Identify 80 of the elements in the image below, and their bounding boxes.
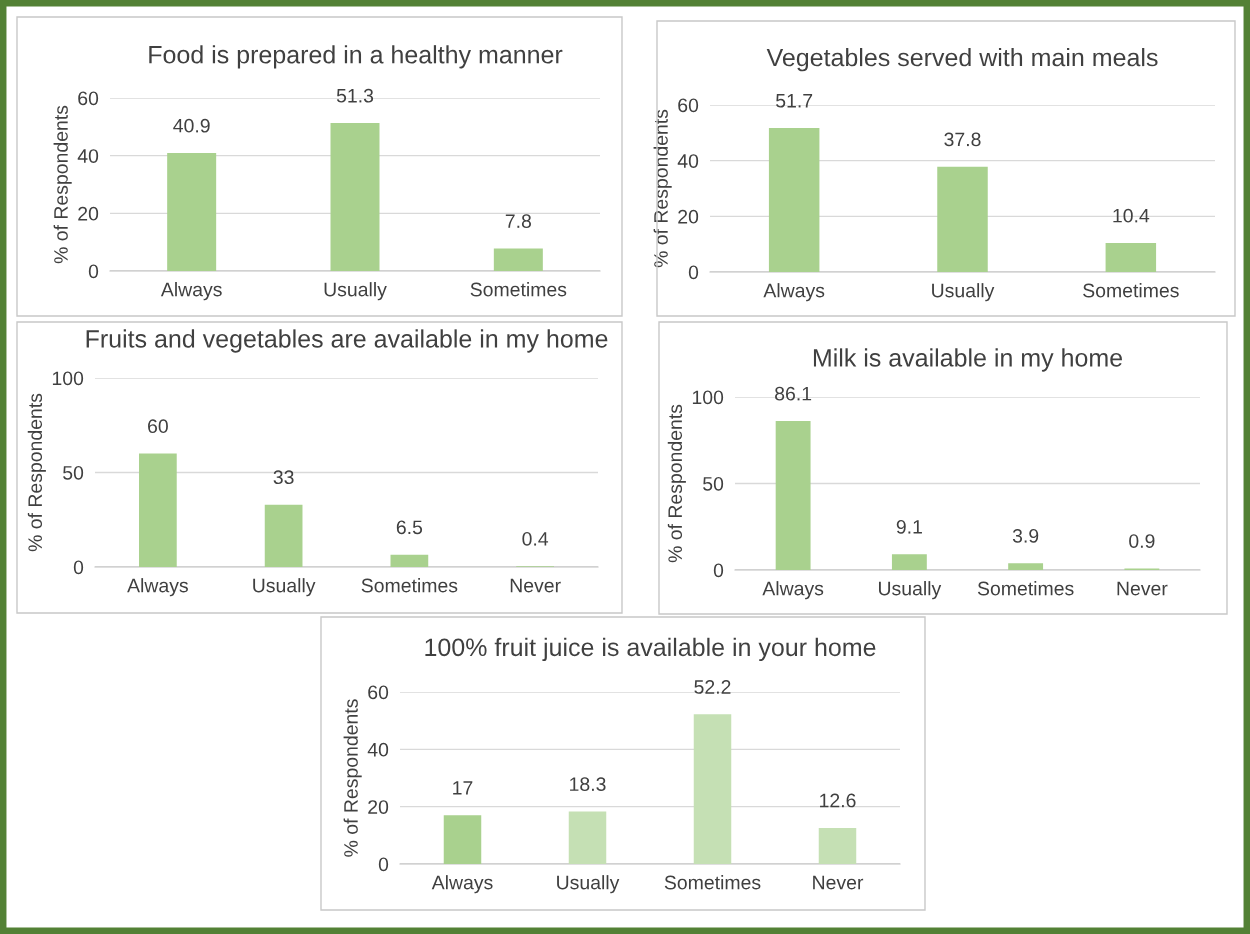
- data-label: 9.1: [896, 519, 922, 534]
- chart-title: Milk is available in my home: [813, 348, 1123, 372]
- bar: [1105, 243, 1157, 272]
- chart-title: Fruits and vegetables are available in my home: [86, 329, 608, 353]
- data-label: 0.9: [1129, 534, 1155, 548]
- bar: [1008, 563, 1044, 570]
- bar: [139, 453, 177, 567]
- bar: [937, 166, 988, 272]
- y-tick-label: 60: [368, 685, 389, 700]
- bar: [568, 811, 607, 864]
- x-tick-label: Always: [431, 875, 493, 894]
- x-tick-label: Always: [127, 578, 188, 597]
- data-label: 3.9: [1012, 528, 1039, 543]
- x-tick-label: Always: [160, 282, 222, 301]
- data-label: 18.3: [570, 777, 606, 792]
- bar: [167, 153, 217, 271]
- data-label: 37.8: [944, 132, 981, 147]
- y-tick-label: 20: [78, 206, 99, 221]
- x-tick-label: Sometimes: [1083, 283, 1179, 298]
- bar: [775, 421, 811, 570]
- data-label: 10.4: [1113, 208, 1150, 223]
- x-tick-label: Always: [763, 283, 825, 302]
- y-tick-label: 40: [367, 742, 389, 757]
- data-label: 40.9: [173, 118, 210, 133]
- y-tick-label: 100: [52, 371, 84, 386]
- y-axis-title: % of Respondents: [53, 105, 72, 264]
- y-axis-title: % of Respondents: [653, 109, 672, 268]
- y-axis-title: % of Respondents: [343, 699, 362, 857]
- x-tick-label: Usually: [879, 581, 942, 600]
- x-tick-label: Never: [813, 875, 864, 890]
- y-tick-label: 20: [368, 800, 389, 814]
- y-tick-label: 0: [73, 560, 84, 575]
- x-tick-label: Usually: [253, 578, 316, 597]
- y-tick-label: 50: [63, 465, 84, 480]
- data-label: 86.1: [775, 386, 812, 401]
- x-tick-label: Sometimes: [664, 875, 761, 890]
- data-label: 60: [148, 419, 168, 434]
- bar: [891, 554, 927, 570]
- y-tick-label: 0: [688, 265, 699, 280]
- bar: [443, 815, 482, 864]
- data-label: 33: [273, 470, 294, 485]
- data-label: 7.8: [505, 214, 531, 228]
- bar: [264, 504, 303, 567]
- bar: [390, 554, 429, 567]
- bar: [693, 714, 732, 864]
- y-tick-label: 0: [378, 857, 389, 872]
- bar: [768, 128, 820, 272]
- y-tick-label: 0: [713, 563, 724, 578]
- x-tick-label: Never: [510, 578, 561, 593]
- data-label: 52.2: [694, 680, 731, 694]
- data-label: 17: [453, 781, 473, 795]
- y-tick-label: 100: [692, 390, 724, 405]
- bar: [818, 827, 857, 864]
- y-tick-label: 60: [78, 91, 99, 106]
- y-tick-label: 20: [678, 209, 699, 224]
- x-tick-label: Always: [762, 581, 824, 600]
- y-tick-label: 50: [703, 476, 724, 491]
- x-tick-label: Sometimes: [977, 581, 1074, 596]
- y-axis-title: % of Respondents: [667, 404, 686, 563]
- y-tick-label: 40: [77, 149, 99, 163]
- data-label: 6.5: [396, 520, 423, 535]
- chart-title: Vegetables served with main meals: [766, 47, 1158, 72]
- data-label: 0.4: [522, 531, 549, 546]
- x-tick-label: Usually: [557, 875, 620, 894]
- bar: [330, 123, 380, 271]
- x-tick-label: Sometimes: [470, 282, 567, 297]
- data-label: 51.3: [336, 88, 374, 103]
- data-label: 51.7: [776, 94, 813, 108]
- y-tick-label: 0: [88, 264, 99, 279]
- chart-title: Food is prepared in a healthy manner: [149, 45, 563, 69]
- y-tick-label: 40: [677, 154, 699, 168]
- x-tick-label: Usually: [932, 283, 995, 302]
- data-label: 12.6: [820, 793, 856, 808]
- x-tick-label: Sometimes: [361, 578, 458, 593]
- y-axis-title: % of Respondents: [27, 393, 46, 552]
- x-tick-label: Never: [1117, 581, 1168, 596]
- bar: [493, 248, 543, 271]
- chart-title: 100% fruit juice is available in your home: [425, 637, 876, 662]
- x-tick-label: Usually: [324, 282, 387, 301]
- y-tick-label: 60: [678, 98, 699, 113]
